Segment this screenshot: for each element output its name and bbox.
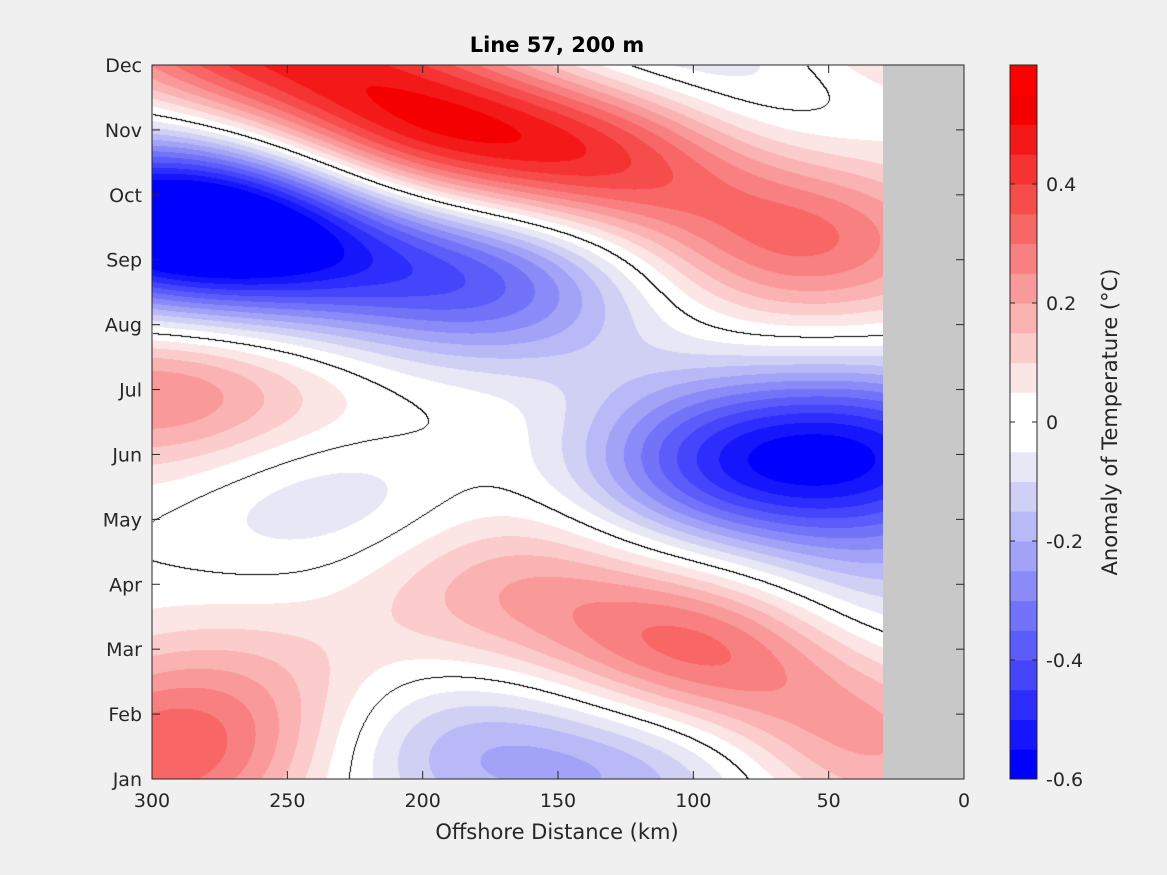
colorbar-ticks [1010,183,1037,780]
colorbar-level [1010,332,1037,363]
plot-area [151,64,965,780]
colorbar-levels [1010,65,1037,780]
colorbar-tick-label: 0.2 [1046,293,1076,315]
y-tick-label: Jul [118,380,142,402]
colorbar-level [1010,600,1037,631]
colorbar-tick-label: -0.4 [1046,650,1083,672]
colorbar-level [1010,422,1037,453]
colorbar-label: Anomaly of Temperature (°C) [1098,269,1122,576]
colorbar-level [1010,184,1037,215]
x-tick-label: 300 [134,790,170,812]
colorbar-level [1010,154,1037,185]
y-tick-label: Apr [109,574,142,596]
y-tick-label: Jan [112,769,142,791]
x-tick-label: 150 [540,790,576,812]
colorbar-level [1010,451,1037,482]
colorbar-level [1010,660,1037,691]
colorbar-level [1010,65,1037,96]
y-tick-label: Nov [105,120,142,142]
x-tick-label: 50 [817,790,841,812]
colorbar-level [1010,689,1037,720]
colorbar-tick-label: 0 [1046,412,1058,434]
chart-title: Line 57, 200 m [470,33,645,57]
colorbar-level [1010,719,1037,750]
y-tick-label: Jun [111,444,142,466]
colorbar-level [1010,213,1037,244]
y-tick-label: Aug [105,315,142,337]
colorbar-level [1010,273,1037,304]
colorbar-tick-label: 0.4 [1046,174,1076,196]
axis-ticks [151,64,965,780]
colorbar-tick-label: -0.2 [1046,531,1083,553]
colorbar-level [1010,392,1037,423]
x-tick-label: 0 [958,790,970,812]
y-tick-label: Mar [106,639,142,661]
no-data-region [883,65,964,779]
colorbar-level [1010,749,1037,780]
colorbar-tick-label: -0.6 [1046,769,1083,791]
colorbar-level [1010,481,1037,512]
x-axis-label: Offshore Distance (km) [435,820,678,844]
x-tick-label: 200 [405,790,441,812]
colorbar-level [1010,243,1037,274]
x-tick-label: 250 [269,790,305,812]
y-tick-label: Sep [106,250,142,272]
y-tick-label: Dec [105,55,142,77]
colorbar-level [1010,541,1037,572]
y-tick-label: Oct [109,185,142,207]
x-axis-tick-labels: 300 250 200 150 100 50 0 [134,790,970,812]
colorbar-level [1010,303,1037,334]
colorbar-level [1010,94,1037,125]
colorbar-level [1010,570,1037,601]
colorbar-level [1010,362,1037,393]
y-tick-label: Feb [108,704,142,726]
anomaly-contour-field [152,65,883,779]
y-axis-tick-labels: Jan Feb Mar Apr May Jun Jul Aug Sep Oct Nov Dec [103,55,142,791]
colorbar-level [1010,124,1037,155]
colorbar-tick-labels: 0.4 0.2 0 -0.2 -0.4 -0.6 [1046,174,1083,791]
colorbar-level [1010,511,1037,542]
colorbar-level [1010,630,1037,661]
y-tick-label: May [103,509,142,531]
colorbar: 0.4 0.2 0 -0.2 -0.4 -0.6 Anomaly of Temperatu… [1009,64,1122,791]
x-tick-label: 100 [675,790,711,812]
